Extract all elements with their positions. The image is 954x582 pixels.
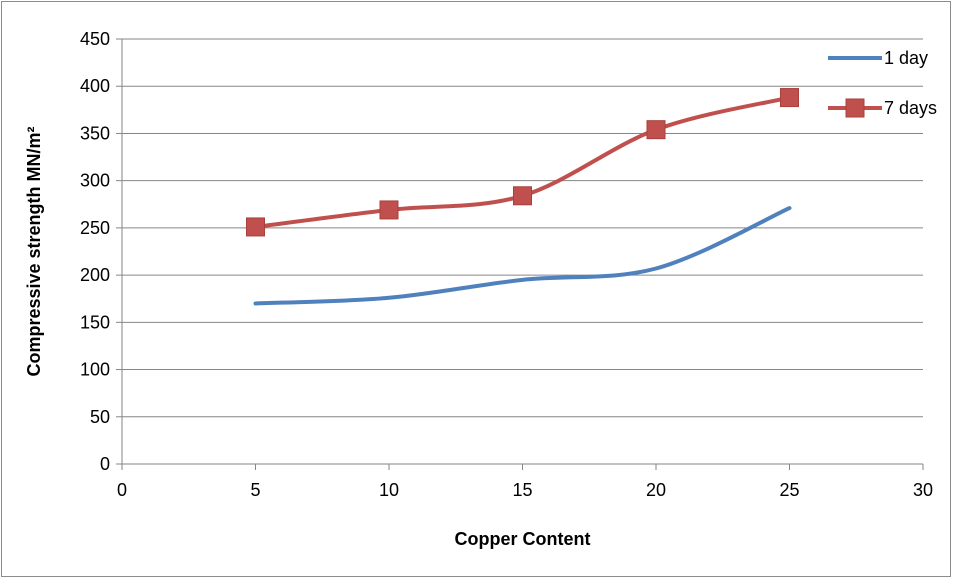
y-tick-label: 250 [80, 218, 110, 238]
series-7-days [246, 88, 799, 237]
data-point-7-days [646, 120, 666, 140]
x-tick-labels: 0 5 10 15 20 25 30 [117, 480, 933, 500]
y-tick-label: 300 [80, 171, 110, 191]
series-group [246, 88, 799, 306]
y-tick-label: 150 [80, 312, 110, 332]
legend-marker-7-days [845, 98, 865, 118]
grid-lines [122, 38, 923, 418]
data-point-7-days [513, 186, 532, 206]
x-tick-label: 5 [250, 480, 260, 500]
y-tick-label: 0 [100, 454, 110, 474]
series-line-1-day [253, 206, 792, 306]
y-tick-label: 100 [80, 360, 110, 380]
x-tick-label: 15 [512, 480, 532, 500]
y-tick-label: 200 [80, 265, 110, 285]
x-tick-label: 25 [779, 480, 799, 500]
y-tick-labels: 0 50 100 150 200 250 300 350 400 450 [80, 29, 110, 474]
y-tick-label: 50 [90, 407, 110, 427]
x-tick-label: 20 [646, 480, 666, 500]
y-tick-label: 450 [80, 29, 110, 49]
x-tick-label: 0 [117, 480, 127, 500]
data-point-7-days [780, 88, 799, 108]
x-tick-label: 30 [913, 480, 933, 500]
x-axis-title: Copper Content [455, 529, 591, 549]
legend: 1 day 7 days [828, 48, 937, 118]
y-tick-label: 350 [80, 123, 110, 143]
y-tick-label: 400 [80, 76, 110, 96]
legend-item-7-days: 7 days [828, 98, 937, 118]
series-1-day [253, 206, 792, 306]
legend-label: 7 days [884, 98, 937, 118]
data-point-7-days [379, 200, 399, 220]
x-tick-label: 10 [379, 480, 399, 500]
axes [116, 38, 924, 470]
legend-item-1-day: 1 day [828, 48, 928, 68]
y-axis-title: Compressive strength MN/m² [24, 126, 44, 376]
legend-label: 1 day [884, 48, 928, 68]
data-point-7-days [246, 217, 265, 237]
series-line-7-days [253, 95, 792, 229]
